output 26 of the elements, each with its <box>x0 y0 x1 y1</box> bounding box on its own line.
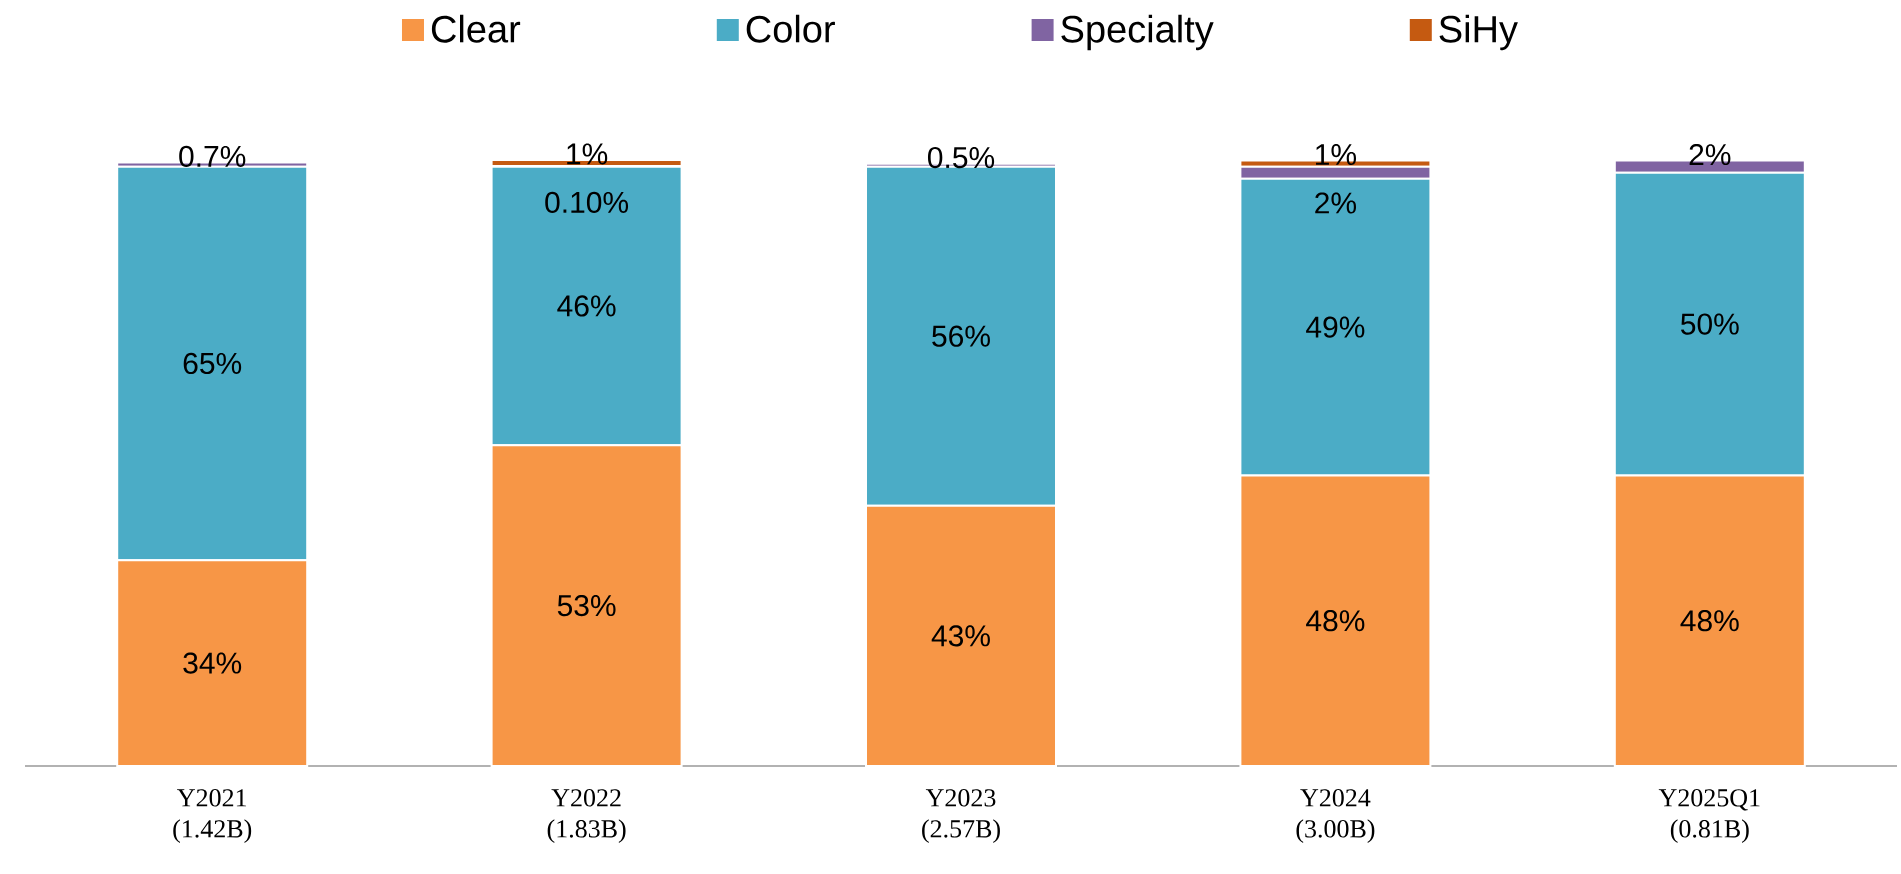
data-label: 34% <box>183 652 242 674</box>
x-tick-label: Y2021 (1.42B) <box>173 789 252 843</box>
data-label: 43% <box>931 625 990 647</box>
data-label: 0.7% <box>179 145 246 167</box>
data-label: 56% <box>932 325 990 347</box>
data-label: 53% <box>557 594 616 617</box>
data-label: 46% <box>557 295 616 317</box>
data-label: 48% <box>1680 610 1739 632</box>
legend-label: Clear <box>431 14 521 43</box>
data-label: 1% <box>567 143 608 165</box>
x-tick-label: Y2024 (3.00B) <box>1296 789 1375 843</box>
legend-label: Specialty <box>1061 14 1214 51</box>
data-label: 50% <box>1680 313 1739 335</box>
legend-label: SiHy <box>1439 14 1518 51</box>
data-label: 0.5% <box>927 146 995 169</box>
data-label: 48% <box>1306 610 1365 632</box>
data-label: 65% <box>183 352 242 375</box>
data-label: 0.10% <box>545 191 629 213</box>
data-label: 49% <box>1306 316 1365 338</box>
data-label: 1% <box>1316 144 1356 166</box>
x-tick-label: Y2022 (1.83B) <box>547 789 626 843</box>
x-tick-label: Y2025Q1 (0.81B) <box>1658 789 1760 843</box>
data-label: 2% <box>1689 143 1731 166</box>
x-tick-label: Y2023 (2.57B) <box>922 789 1000 843</box>
legend-label: Color <box>746 14 835 43</box>
data-label: 2% <box>1315 192 1356 214</box>
